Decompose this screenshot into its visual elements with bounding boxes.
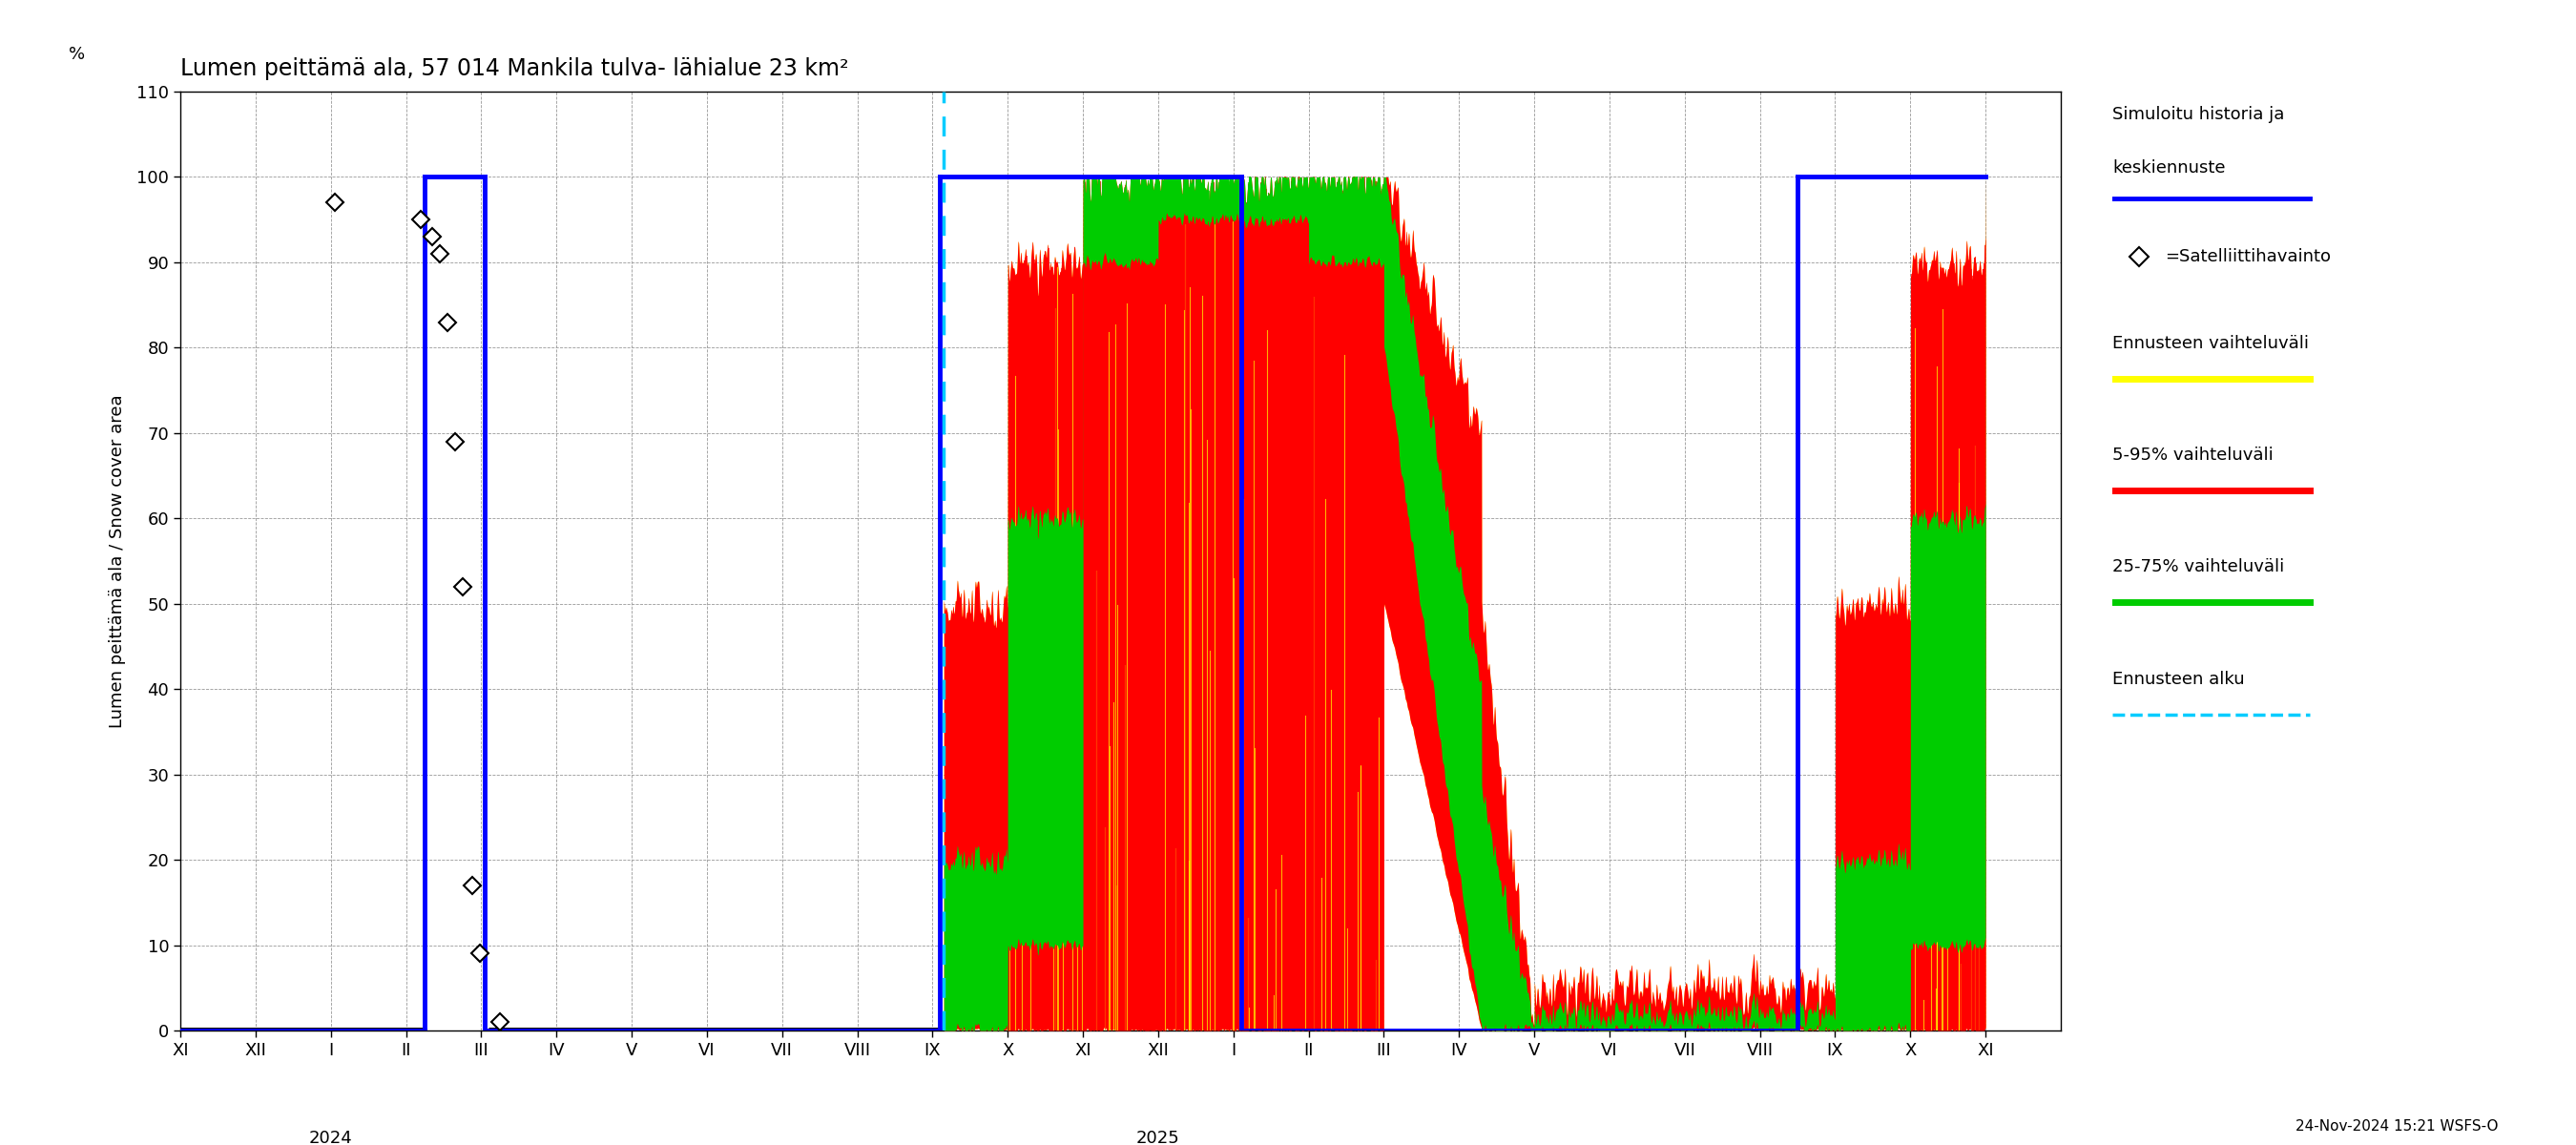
Text: %: % <box>70 46 85 63</box>
Y-axis label: Lumen peittämä ala / Snow cover area: Lumen peittämä ala / Snow cover area <box>108 394 126 728</box>
Text: keskiennuste: keskiennuste <box>2112 159 2226 176</box>
Text: Simuloitu historia ja: Simuloitu historia ja <box>2112 105 2285 123</box>
Text: 2025: 2025 <box>1136 1130 1180 1145</box>
Text: =Satelliittihavainto: =Satelliittihavainto <box>2164 248 2331 266</box>
Text: 2024: 2024 <box>309 1130 353 1145</box>
Text: 5-95% vaihteluväli: 5-95% vaihteluväli <box>2112 447 2272 464</box>
Text: 25-75% vaihteluväli: 25-75% vaihteluväli <box>2112 559 2285 576</box>
Text: 24-Nov-2024 15:21 WSFS-O: 24-Nov-2024 15:21 WSFS-O <box>2295 1120 2499 1134</box>
Text: Lumen peittämä ala, 57 014 Mankila tulva- lähialue 23 km²: Lumen peittämä ala, 57 014 Mankila tulva… <box>180 57 848 80</box>
Text: Ennusteen vaihteluväli: Ennusteen vaihteluväli <box>2112 334 2308 352</box>
Text: Ennusteen alku: Ennusteen alku <box>2112 671 2244 688</box>
